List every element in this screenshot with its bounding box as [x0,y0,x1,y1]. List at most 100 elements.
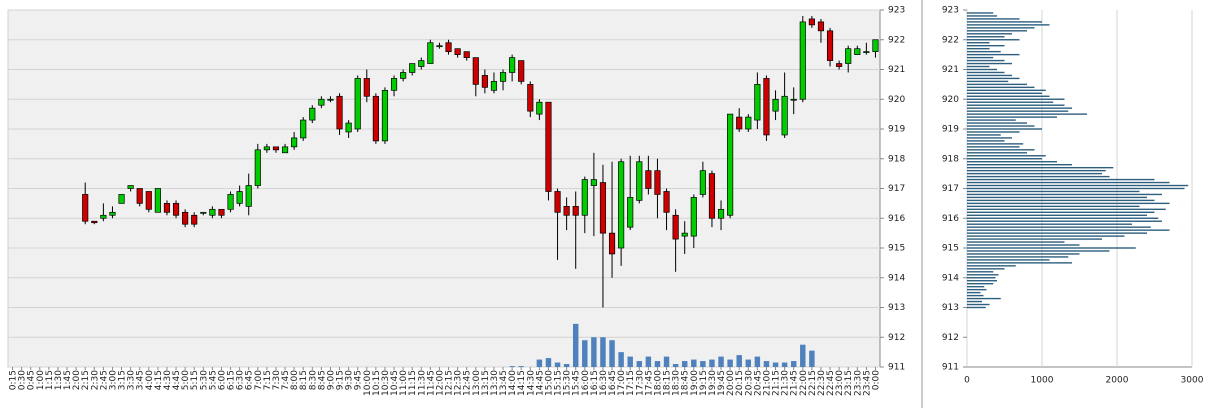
candle-body [708,173,716,219]
candle-body [790,98,797,101]
x-tick-label: 8:15 [299,370,309,390]
profile-bar [967,262,1072,264]
candle-body [172,203,180,216]
volume-bar [518,366,524,367]
x-tick-label: 6:15 [227,370,237,390]
profile-bar [967,166,1114,169]
candle-body [645,170,652,189]
x-tick-label: 19:30 [708,370,718,396]
volume-bar [800,344,806,367]
profile-bar [967,95,1050,97]
x-tick-label: 22:30 [817,370,827,396]
profile-bar [967,77,1020,80]
profile-bar [967,131,1020,133]
x-tick-label: 13:45 [499,370,509,396]
candle-body [300,119,307,139]
y-tick-label: 921 [888,65,905,75]
candle-body [618,161,625,249]
candle-body [182,211,189,225]
x-tick-label: 20:00 [726,370,736,396]
x-tick-label: 3000 [1181,376,1204,386]
x-tick-label: 9:15 [336,370,346,390]
x-tick-label: 9:30 [345,370,355,390]
y-tick-label: 918 [942,154,959,164]
candle-body [454,48,461,55]
volume-bar [809,350,815,367]
candle-body [354,78,361,130]
x-tick-label: 22:15 [808,370,818,396]
profile-bar [967,98,1065,100]
candle-body [91,220,98,224]
candle-body [236,191,243,204]
y-tick-label: 919 [888,125,905,135]
candle-body [200,211,207,214]
profile-bar [967,134,1001,136]
candle-body [136,188,143,204]
x-tick-label: 2:30 [90,370,100,390]
candle-body [536,101,543,115]
candle-body [245,185,252,207]
volume-bar [609,340,615,367]
candle-body [254,149,261,186]
x-tick-label: 5:30 [199,370,209,390]
candle-body [627,197,634,228]
profile-bar [967,68,997,71]
candle-body [82,194,89,222]
candle-body [390,78,398,91]
profile-bar [967,59,1005,62]
x-tick-label: 16:30 [599,370,609,396]
candle-body [717,208,725,219]
volume-bar [563,364,570,367]
candle-body [363,78,370,97]
profile-bar [967,110,1069,112]
profile-bar [967,128,1042,130]
x-tick-label: 4:45 [172,370,182,390]
volume-bar [672,364,679,367]
candle-body [863,51,870,54]
profile-bar [967,223,1132,225]
volume-bar [572,323,579,367]
candle-body [263,146,270,151]
x-tick-label: 18:15 [663,370,673,396]
profile-bar [967,274,999,276]
profile-bar [967,125,1035,127]
candle-body [736,116,743,130]
x-tick-label: 21:45 [790,370,800,396]
profile-bar [967,202,1170,205]
x-tick-label: 12:00 [435,370,445,396]
profile-bar [967,65,990,68]
x-tick-label: 15:15 [554,370,564,396]
x-tick-label: 3:15 [118,370,128,390]
candle-body [872,39,879,52]
profile-bar [967,294,984,297]
candle-body [272,146,280,151]
x-tick-label: 13:15 [481,370,491,396]
candle-body [309,107,316,121]
profile-bar [967,226,1151,228]
x-tick-label: 19:45 [717,370,727,396]
profile-bar [967,247,1136,249]
profile-bar [967,306,986,309]
profile-bar [967,244,1080,246]
profile-bar [967,238,1102,240]
profile-bar [967,152,1027,154]
x-tick-label: 19:00 [690,370,700,396]
volume-bar [582,340,588,367]
x-tick-label: 5:00 [181,370,191,390]
profile-bar [967,256,1069,258]
candle-body [445,42,452,52]
y-tick-label: 922 [942,35,959,45]
y-tick-label: 923 [942,6,959,16]
profile-bar [967,15,997,17]
x-tick-label: 21:15 [772,370,782,396]
y-tick-label: 914 [888,273,905,283]
y-tick-label: 914 [942,273,959,283]
x-tick-label: 17:00 [617,370,627,396]
candle-body [163,203,171,213]
profile-bar [967,217,1159,219]
profile-bar [967,181,1170,184]
profile-bar [967,303,990,306]
volume-bar [600,337,606,367]
profile-bar [967,161,1057,163]
